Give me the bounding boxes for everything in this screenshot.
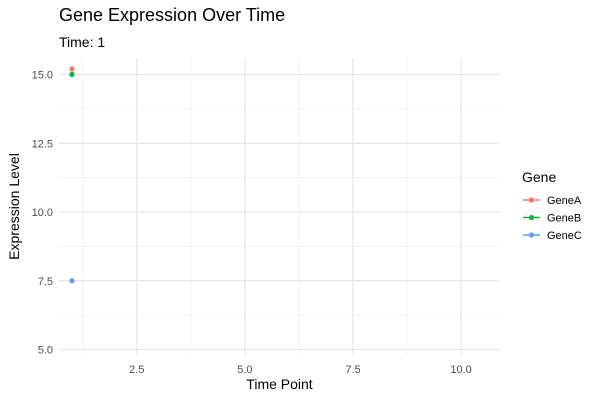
legend-title: Gene bbox=[522, 169, 556, 185]
x-axis-title: Time Point bbox=[246, 376, 313, 392]
legend-key-point-genec bbox=[528, 232, 535, 238]
chart-subtitle: Time: 1 bbox=[59, 34, 106, 50]
data-point-geneb bbox=[69, 71, 75, 78]
x-tick-label: 2.5 bbox=[129, 364, 144, 376]
legend-label-genea: GeneA bbox=[547, 195, 582, 207]
x-tick-label: 10.0 bbox=[450, 364, 471, 376]
legend-label-geneb: GeneB bbox=[547, 213, 581, 225]
data-point-genec bbox=[69, 278, 75, 284]
y-tick-label: 5.0 bbox=[38, 345, 53, 357]
legend-label-genec: GeneC bbox=[547, 230, 582, 242]
data-point-genea bbox=[69, 66, 75, 72]
legend-key-point-geneb bbox=[528, 214, 535, 221]
x-tick-label: 5.0 bbox=[237, 364, 252, 376]
y-tick-label: 15.0 bbox=[32, 70, 53, 82]
legend-key-point-genea bbox=[528, 197, 535, 203]
y-axis-title: Expression Level bbox=[6, 153, 22, 260]
chart-title: Gene Expression Over Time bbox=[59, 5, 286, 25]
y-tick-label: 7.5 bbox=[38, 276, 53, 288]
x-tick-label: 7.5 bbox=[345, 364, 360, 376]
y-tick-label: 10.0 bbox=[32, 207, 53, 219]
y-tick-label: 12.5 bbox=[32, 138, 53, 150]
